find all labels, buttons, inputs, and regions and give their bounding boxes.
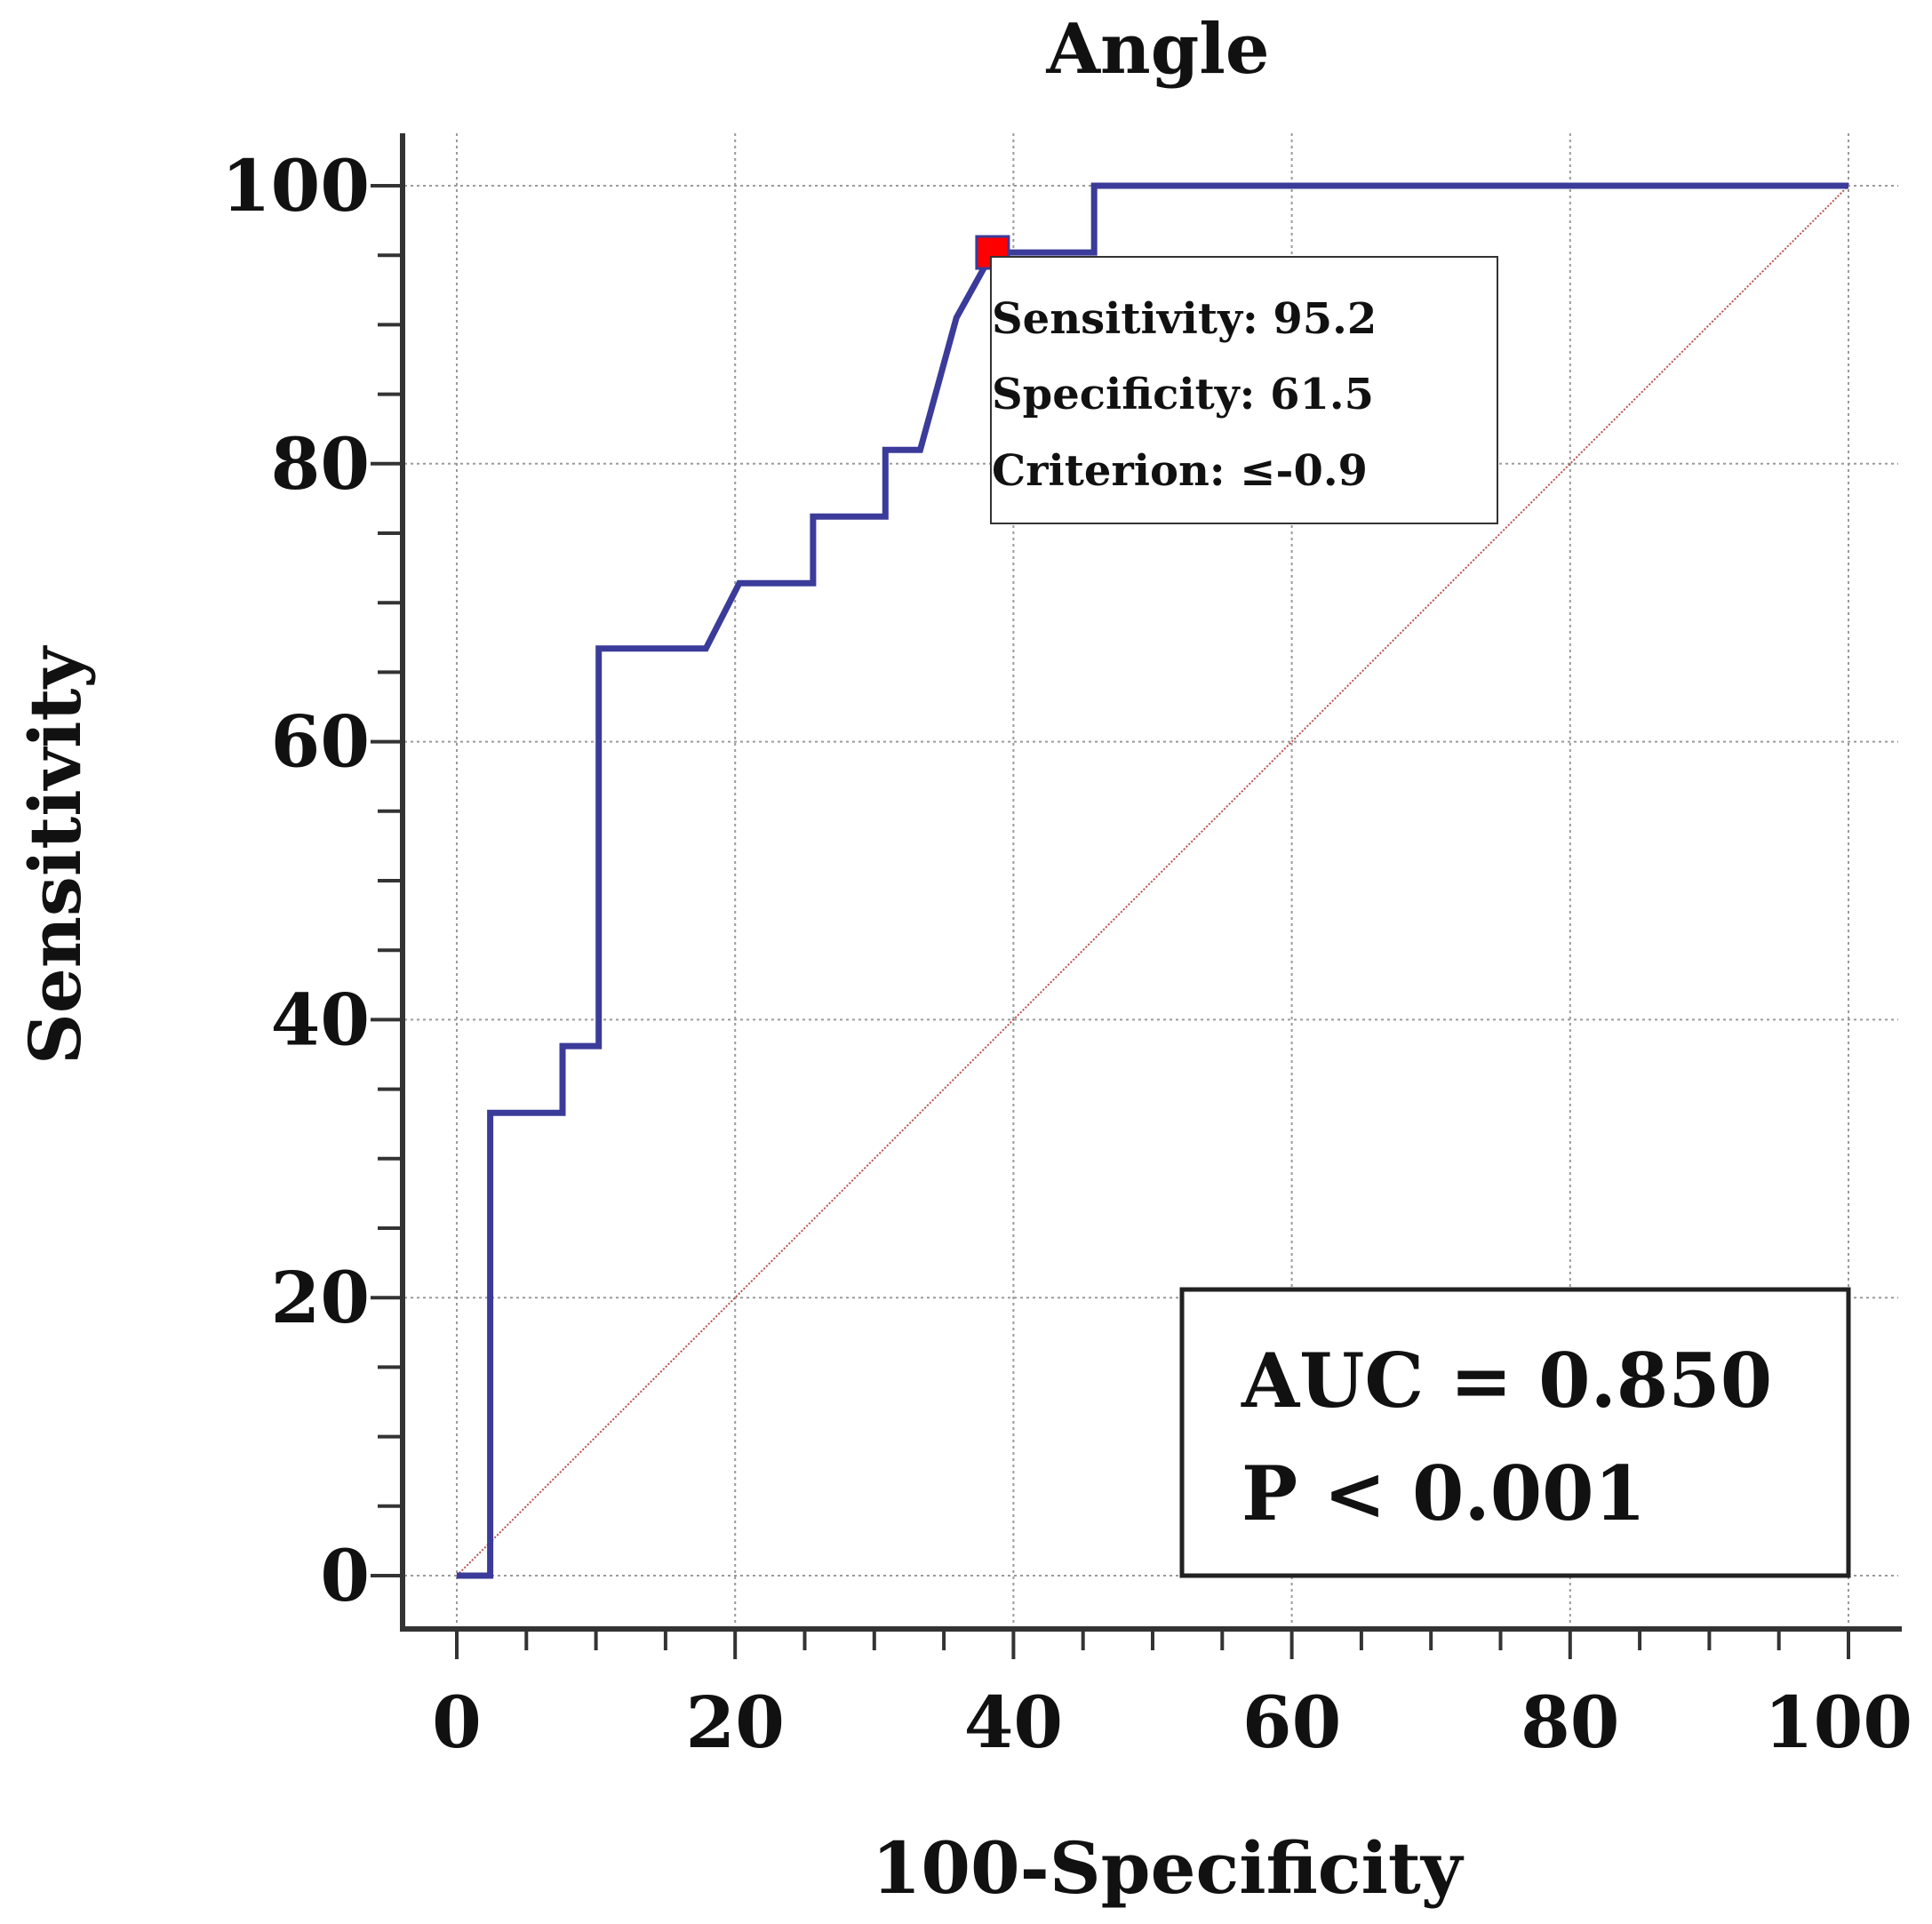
reference-diagonal <box>456 185 1849 1577</box>
p-value-label: P < 0.001 <box>1241 1449 1646 1537</box>
criterion-annotation-box <box>990 256 1498 524</box>
y-tick-label: 60 <box>271 700 370 784</box>
x-axis-label: 100-Specificity <box>872 1826 1465 1910</box>
annotation-specificity: Specificity: 61.5 <box>992 370 1374 419</box>
tick-labels: 0 20 40 60 80 100 0 20 40 60 80 100 <box>221 144 1912 1764</box>
y-tick-label: 100 <box>221 144 370 228</box>
x-tick-label: 40 <box>964 1681 1063 1764</box>
x-tick-label: 80 <box>1521 1681 1619 1764</box>
x-tick-label: 100 <box>1764 1681 1912 1764</box>
y-tick-label: 0 <box>320 1534 370 1617</box>
x-tick-label: 20 <box>686 1681 785 1764</box>
annotation-criterion: Criterion: ≤-0.9 <box>992 446 1368 496</box>
stats-box: AUC = 0.850 P < 0.001 <box>1179 1287 1851 1578</box>
chart-title: Angle <box>1045 9 1269 90</box>
y-axis-label: Sensitivity <box>13 645 97 1065</box>
criterion-annotation: Sensitivity: 95.2 Specificity: 61.5 Crit… <box>990 256 1498 524</box>
y-tick-label: 80 <box>271 422 370 506</box>
auc-label: AUC = 0.850 <box>1241 1337 1772 1425</box>
x-tick-label: 60 <box>1242 1681 1341 1764</box>
y-tick-label: 20 <box>271 1256 370 1339</box>
x-tick-label: 0 <box>432 1681 482 1764</box>
annotation-sensitivity: Sensitivity: 95.2 <box>992 294 1377 344</box>
roc-curve <box>457 182 1848 1579</box>
stats-box-frame <box>1179 1287 1851 1578</box>
axes <box>371 133 1902 1659</box>
y-tick-label: 40 <box>271 978 370 1061</box>
